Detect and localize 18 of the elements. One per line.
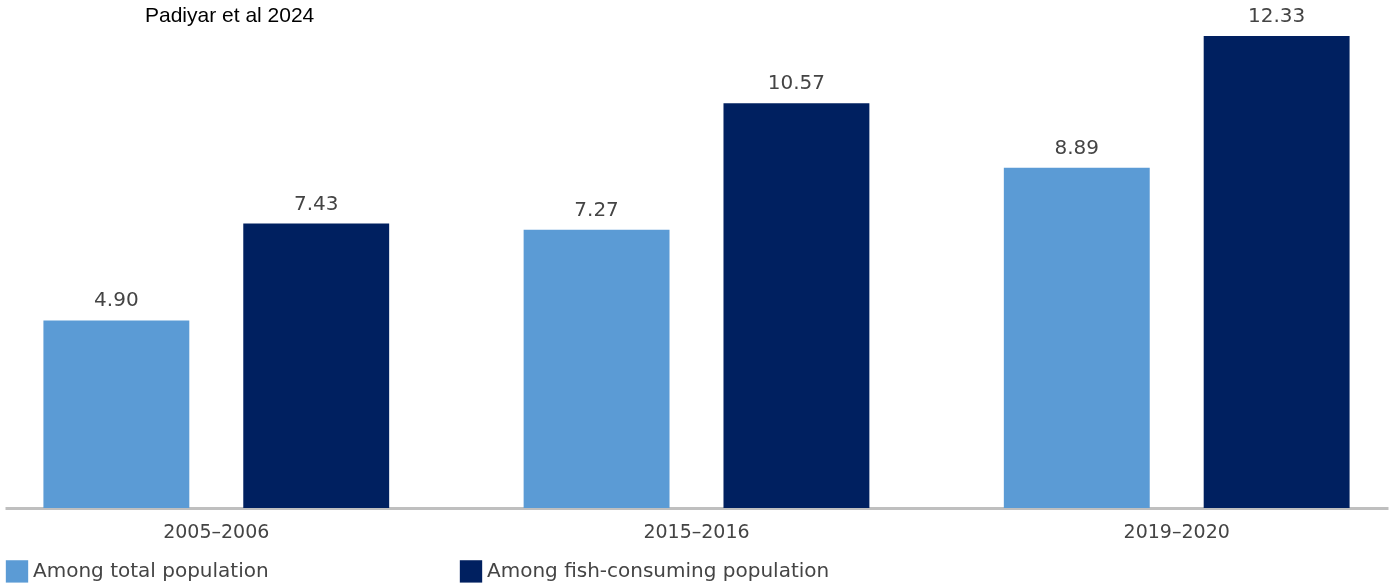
data-label: 7.43: [293, 190, 339, 215]
data-label: 8.89: [1054, 134, 1100, 159]
data-label: 12.33: [1248, 3, 1306, 27]
x-tick-label: 2005–2006: [163, 519, 270, 542]
bar: [523, 229, 670, 508]
text: Padiyar et al 2024: [145, 3, 315, 26]
data-label: 7.27: [574, 196, 619, 221]
x-tick-label: 2019–2020: [1123, 519, 1230, 542]
legend-label: Among fish-consuming population: [487, 558, 830, 583]
bar: [43, 320, 190, 508]
bar: [243, 223, 390, 508]
legend-label: Among total population: [33, 558, 269, 583]
x-tick-label: 2015–2016: [643, 519, 750, 542]
bar: [723, 103, 870, 508]
data-label: 10.57: [767, 70, 826, 95]
data-label: 4.90: [94, 287, 139, 312]
bar: [1203, 36, 1350, 508]
bar: [1003, 167, 1150, 508]
